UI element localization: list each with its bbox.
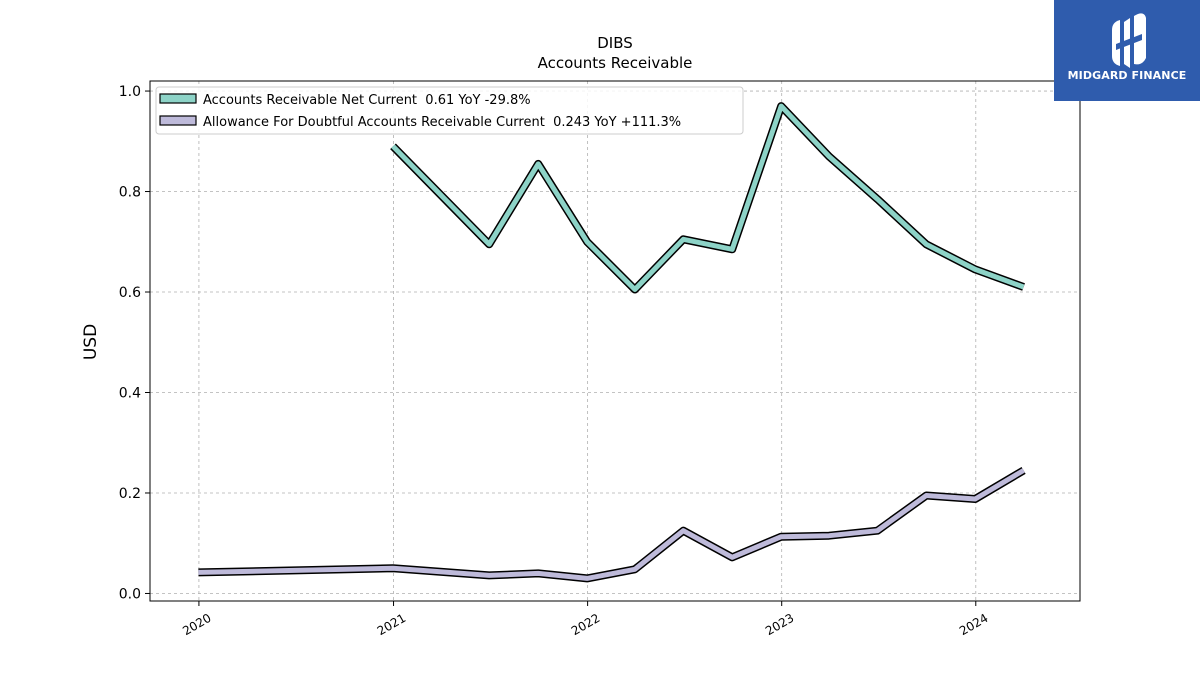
x-tick-label: 2021: [375, 611, 408, 638]
y-axis-label: USD: [81, 324, 101, 360]
legend: Accounts Receivable Net Current 0.61 YoY…: [155, 86, 744, 135]
series-outline-2: [198, 466, 1026, 583]
x-tick-label: 2023: [763, 611, 796, 638]
legend-label-1: Accounts Receivable Net Current 0.61 YoY…: [203, 93, 531, 108]
chart-title: DIBS: [597, 34, 633, 52]
legend-label-2: Allowance For Doubtful Accounts Receivab…: [203, 115, 681, 130]
chart-subtitle: Accounts Receivable: [538, 54, 693, 72]
legend-box: [155, 86, 744, 135]
brand-logo: MIDGARD FINANCE: [1054, 0, 1200, 101]
y-tick-label: 0.0: [119, 586, 141, 602]
plot-frame: [149, 80, 1081, 602]
x-tick-label: 2024: [957, 611, 990, 638]
series-line-1: [391, 103, 1025, 292]
series-layer: [198, 102, 1026, 583]
y-tick-label: 1.0: [119, 84, 141, 100]
logo-mark-icon: [1112, 13, 1146, 68]
logo-text: MIDGARD FINANCE: [1067, 69, 1187, 82]
y-axis: 0.0 0.2 0.4 0.6 0.8 1.0: [119, 84, 150, 602]
legend-swatch-2: [159, 115, 197, 126]
series-line-2: [198, 468, 1025, 581]
x-tick-label: 2020: [180, 611, 213, 638]
x-tick-label: 2022: [569, 611, 602, 638]
y-tick-label: 0.4: [119, 385, 141, 401]
grid: [150, 81, 1080, 601]
x-axis: 2020 2021 2022 2023 2024: [180, 601, 991, 638]
y-tick-label: 0.8: [119, 185, 141, 201]
legend-swatch-1: [159, 93, 197, 104]
y-tick-label: 0.2: [119, 486, 141, 502]
y-tick-label: 0.6: [119, 285, 141, 301]
